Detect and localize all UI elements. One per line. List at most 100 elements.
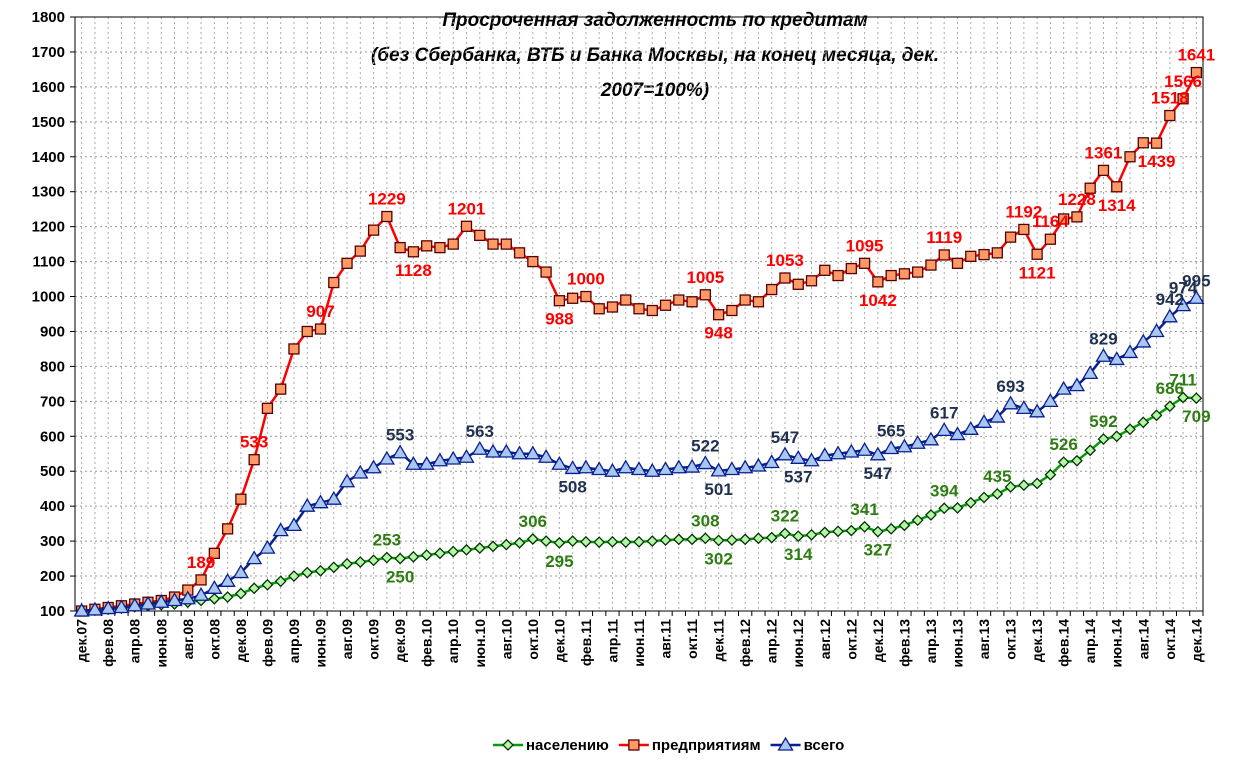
x-tick-label: дек.07	[74, 619, 90, 662]
marker	[1121, 344, 1139, 359]
data-label: 1314	[1098, 196, 1136, 215]
legend-label: населению	[526, 737, 609, 754]
marker	[272, 522, 289, 537]
data-label: 988	[545, 310, 573, 329]
marker	[484, 443, 502, 458]
data-label: 948	[704, 324, 732, 343]
marker	[989, 408, 1006, 423]
x-tick-label: фев.10	[419, 619, 435, 667]
data-label: 942	[1156, 290, 1184, 309]
data-label: 1042	[859, 291, 897, 310]
data-label: 547	[864, 464, 892, 483]
y-tick-label: 900	[40, 323, 65, 340]
data-label: 501	[704, 480, 732, 499]
marker	[365, 459, 382, 474]
data-label: 526	[1049, 435, 1077, 454]
marker	[1082, 365, 1099, 380]
marker	[1161, 308, 1178, 323]
x-tick-label: авг.09	[339, 619, 355, 659]
marker	[498, 443, 515, 458]
marker	[473, 542, 486, 555]
legend: населению предприятиям всего	[493, 736, 844, 754]
x-tick-label: апр.14	[1082, 619, 1098, 663]
x-tick-label: июн.08	[153, 619, 169, 668]
x-tick-label: дек.10	[551, 619, 567, 662]
x-tick-label: апр.11	[604, 619, 620, 663]
x-tick-label: авг.12	[817, 619, 833, 659]
marker	[750, 457, 767, 472]
marker	[564, 460, 581, 475]
marker	[712, 309, 725, 321]
marker	[460, 220, 473, 232]
data-label: 1000	[567, 270, 605, 289]
data-label: 1361	[1085, 143, 1123, 162]
marker	[206, 579, 223, 594]
y-tick-label: 300	[40, 533, 65, 550]
marker	[474, 229, 486, 242]
marker	[593, 536, 606, 549]
marker	[126, 597, 143, 612]
marker	[790, 450, 807, 464]
marker	[1124, 423, 1136, 436]
marker	[1018, 223, 1030, 236]
marker	[673, 294, 685, 306]
marker	[978, 491, 990, 504]
data-label: 547	[771, 428, 799, 447]
marker	[1108, 351, 1125, 366]
marker	[1135, 333, 1152, 348]
marker	[1110, 430, 1123, 443]
data-label: 253	[373, 531, 401, 550]
marker	[832, 269, 844, 282]
y-tick-label: 1700	[32, 44, 65, 61]
y-tick-label: 1100	[32, 254, 65, 271]
marker	[246, 550, 263, 565]
marker	[633, 303, 645, 315]
data-label: 394	[930, 481, 959, 500]
marker	[845, 262, 857, 275]
x-tick-label: фев.08	[100, 619, 116, 667]
marker	[739, 533, 752, 546]
data-label: 1228	[1058, 190, 1096, 209]
x-tick-label: дек.13	[1029, 619, 1045, 662]
marker	[712, 534, 725, 547]
marker	[1124, 151, 1136, 163]
data-label: 1201	[448, 199, 486, 218]
marker	[765, 531, 778, 544]
marker	[434, 547, 446, 560]
marker	[354, 245, 366, 257]
x-tick-label: фев.13	[896, 619, 912, 667]
marker	[301, 566, 314, 579]
marker	[354, 556, 367, 569]
marker	[723, 461, 741, 476]
marker	[1177, 93, 1189, 105]
marker	[314, 564, 327, 577]
marker	[566, 292, 579, 304]
marker	[1084, 444, 1097, 457]
x-tick-label: фев.11	[578, 619, 594, 666]
y-tick-label: 400	[40, 498, 65, 515]
marker	[540, 535, 553, 548]
data-label: 1121	[1019, 263, 1056, 282]
chart-title: Просроченная задолженность по кредитам	[442, 10, 867, 31]
data-label: 250	[386, 568, 414, 587]
x-tick-label: дек.14	[1188, 619, 1204, 662]
data-label: 995	[1182, 271, 1210, 290]
marker	[752, 296, 765, 308]
marker	[779, 272, 791, 284]
marker	[566, 535, 579, 548]
plot-frame	[74, 16, 1204, 612]
marker	[604, 462, 621, 477]
marker	[628, 739, 640, 751]
marker	[1017, 479, 1030, 492]
x-tick-label: апр.08	[127, 619, 143, 663]
marker	[394, 552, 407, 565]
x-tick-label: авг.14	[1135, 619, 1151, 659]
data-label: 709	[1182, 407, 1210, 426]
x-tick-label: окт.10	[525, 619, 541, 660]
data-label: 565	[877, 422, 905, 441]
x-tick-label: июн.14	[1109, 619, 1125, 668]
marker	[1028, 403, 1046, 418]
marker	[763, 454, 780, 469]
marker	[513, 536, 526, 549]
marker	[1058, 213, 1070, 225]
